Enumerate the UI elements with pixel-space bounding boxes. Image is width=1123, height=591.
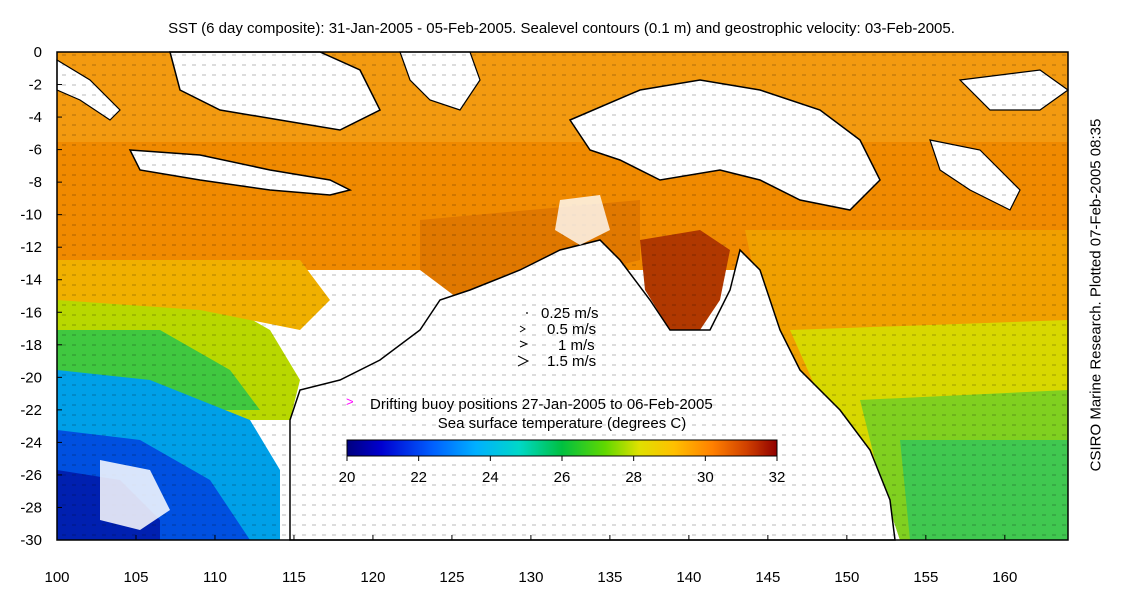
- colorbar: [346, 439, 778, 457]
- y-tick-label: -2: [29, 77, 42, 94]
- x-tick-label: 160: [992, 569, 1017, 586]
- x-tick-label: 150: [834, 569, 859, 586]
- buoy-legend-label: Drifting buoy positions 27-Jan-2005 to 0…: [370, 396, 713, 413]
- sst-field: [56, 51, 1070, 541]
- colorbar-ticks: 20 22 24 26 28 30 32: [339, 456, 786, 486]
- colorbar-tick-label: 20: [339, 469, 356, 486]
- velocity-arrow-icon: [519, 325, 526, 333]
- x-tick-label: 155: [913, 569, 938, 586]
- y-tick-label: 0: [34, 44, 42, 61]
- y-tick-label: -30: [20, 532, 42, 549]
- colorbar-label: Sea surface temperature (degrees C): [438, 415, 686, 432]
- velocity-label: 1 m/s: [558, 337, 595, 354]
- map-title: SST (6 day composite): 31-Jan-2005 - 05-…: [168, 20, 955, 37]
- y-axis: 0 -2 -4 -6 -8 -10 -12 -14 -16 -18 -20 -22 -24 -26 -28 -…: [20, 44, 62, 549]
- y-tick-label: -14: [20, 272, 42, 289]
- y-tick-label: -4: [29, 109, 42, 126]
- y-tick-label: -10: [20, 207, 42, 224]
- velocity-label: 0.25 m/s: [541, 305, 599, 322]
- plot-frame: [56, 51, 1069, 541]
- y-tick-label: -24: [20, 434, 42, 451]
- colorbar-tick-label: 32: [769, 469, 786, 486]
- velocity-arrow-icon: [519, 340, 529, 348]
- x-tick-label: 100: [44, 569, 69, 586]
- y-tick-label: -8: [29, 174, 42, 191]
- x-tick-label: 140: [676, 569, 701, 586]
- y-tick-label: -12: [20, 239, 42, 256]
- velocity-label: 1.5 m/s: [547, 353, 596, 370]
- x-tick-label: 110: [203, 569, 227, 586]
- x-tick-label: 125: [439, 569, 464, 586]
- x-tick-label: 145: [755, 569, 780, 586]
- buoy-marker-icon: >: [346, 394, 354, 409]
- colorbar-tick-label: 24: [482, 469, 499, 486]
- y-tick-label: -22: [20, 402, 42, 419]
- colorbar-tick-label: 26: [554, 469, 571, 486]
- y-tick-label: -28: [20, 499, 42, 516]
- y-tick-label: -16: [20, 304, 42, 321]
- y-tick-label: -6: [29, 142, 42, 159]
- x-tick-label: 135: [597, 569, 622, 586]
- x-tick-label: 130: [518, 569, 543, 586]
- velocity-label: 0.5 m/s: [547, 321, 596, 338]
- velocity-legend: 0.25 m/s 0.5 m/s 1 m/s 1.5 m/s: [517, 305, 599, 370]
- x-tick-label: 105: [123, 569, 148, 586]
- velocity-arrow-icon: [517, 355, 530, 367]
- y-tick-label: -18: [20, 337, 42, 354]
- y-tick-label: -20: [20, 369, 42, 386]
- colorbar-tick-label: 28: [625, 469, 642, 486]
- x-tick-label: 120: [360, 569, 385, 586]
- y-tick-label: -26: [20, 467, 42, 484]
- x-axis: 100 105 110 115 120 125 130 135 140 145 150 155 160: [44, 535, 1017, 586]
- colorbar-tick-label: 30: [697, 469, 714, 486]
- x-tick-label: 115: [282, 569, 306, 586]
- colorbar-tick-label: 22: [410, 469, 427, 486]
